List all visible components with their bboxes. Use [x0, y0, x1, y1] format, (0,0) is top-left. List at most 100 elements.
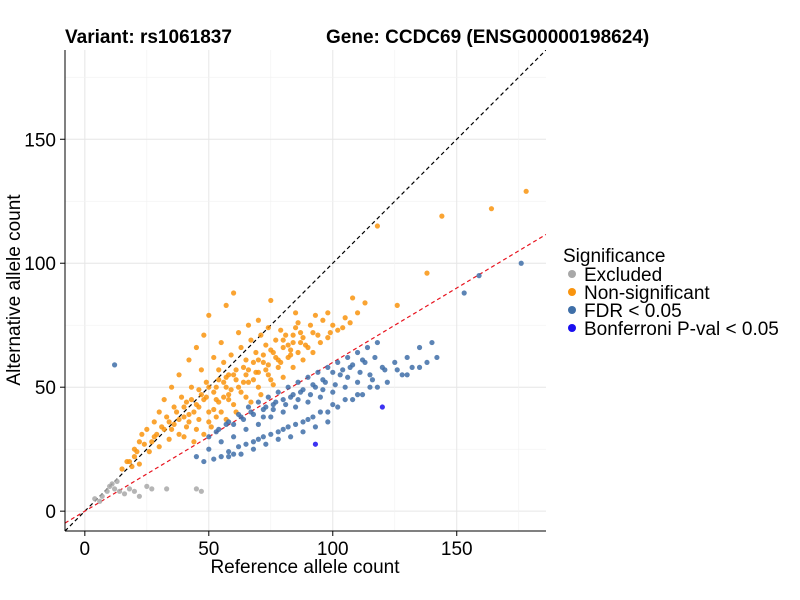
data-point [268, 347, 274, 353]
data-point [201, 458, 207, 465]
data-point [270, 401, 276, 408]
data-point [317, 394, 323, 400]
data-point [372, 354, 378, 361]
data-point [307, 322, 314, 328]
data-point [250, 411, 257, 418]
data-point [183, 399, 190, 405]
data-point [382, 367, 388, 373]
data-point [290, 364, 296, 370]
data-point [250, 446, 257, 452]
data-point [218, 339, 224, 346]
data-point [273, 337, 279, 343]
data-point [166, 436, 172, 442]
data-point [149, 486, 155, 492]
data-point [416, 364, 423, 370]
data-point [268, 377, 274, 383]
data-point [206, 419, 212, 425]
data-point [206, 446, 212, 452]
data-point [340, 325, 346, 331]
data-point [300, 357, 306, 363]
data-point [310, 349, 316, 356]
data-point [342, 384, 348, 390]
data-point [131, 454, 138, 460]
data-point [280, 374, 286, 380]
data-point [178, 394, 185, 400]
data-point [335, 359, 341, 366]
data-point [218, 439, 224, 445]
data-point [154, 431, 160, 437]
data-point [354, 379, 361, 385]
data-point [429, 339, 435, 346]
data-point [280, 396, 286, 403]
axis-ticks: 0 50 100 150 0 50 100 150 [24, 130, 472, 560]
legend-title: Significance [563, 246, 665, 267]
data-point [250, 439, 257, 445]
data-point [191, 409, 197, 415]
data-point [243, 441, 249, 447]
data-point [230, 401, 237, 408]
data-point [250, 359, 257, 366]
data-point [245, 367, 252, 373]
data-point [317, 409, 323, 415]
data-point [109, 481, 115, 487]
data-point [181, 414, 187, 420]
data-point [280, 409, 286, 415]
data-point [285, 384, 291, 390]
data-point [201, 431, 207, 437]
data-point [240, 416, 247, 423]
data-point [263, 441, 269, 447]
data-point [213, 396, 219, 403]
data-point [216, 426, 222, 432]
data-point [255, 399, 261, 405]
x-axis-title: Reference allele count [210, 557, 400, 578]
data-point [245, 322, 252, 328]
data-point [312, 312, 319, 318]
data-point [233, 377, 239, 383]
data-point [206, 409, 212, 415]
data-point [226, 419, 232, 425]
data-point [335, 327, 341, 333]
data-point [305, 399, 311, 405]
data-point [310, 330, 316, 336]
data-point [354, 310, 361, 316]
data-point [183, 424, 190, 430]
reference-line [65, 50, 546, 531]
data-point [221, 379, 227, 385]
data-point [97, 498, 103, 504]
data-point [176, 372, 182, 378]
data-point [305, 416, 311, 423]
data-point [240, 364, 247, 370]
data-point [275, 389, 281, 395]
y-axis-title: Alternative allele count [4, 194, 25, 386]
legend-label: Bonferroni P-val < 0.05 [584, 319, 779, 340]
data-point [288, 347, 294, 353]
data-point [307, 392, 314, 398]
data-point [230, 290, 237, 296]
data-point [206, 384, 212, 390]
data-point [342, 315, 348, 321]
data-point [297, 330, 304, 336]
data-point [206, 312, 212, 318]
data-point [243, 426, 249, 432]
data-point [211, 456, 217, 462]
data-point [186, 357, 192, 363]
data-point [270, 406, 276, 413]
legend-label: Excluded [584, 265, 662, 286]
data-point [345, 374, 351, 380]
data-point [327, 330, 333, 336]
variant-title: Variant: rs1061837 [65, 27, 232, 48]
data-point [374, 339, 381, 346]
data-point [345, 354, 351, 361]
data-point [273, 354, 279, 361]
data-point [203, 394, 209, 400]
data-point [288, 434, 294, 440]
data-point [144, 483, 150, 489]
data-point [325, 335, 331, 341]
data-point [193, 486, 200, 492]
data-point [149, 439, 155, 445]
data-point [317, 339, 323, 346]
data-point [312, 424, 319, 430]
data-point [223, 384, 229, 390]
data-point [409, 364, 415, 370]
reference-lines [65, 50, 546, 531]
